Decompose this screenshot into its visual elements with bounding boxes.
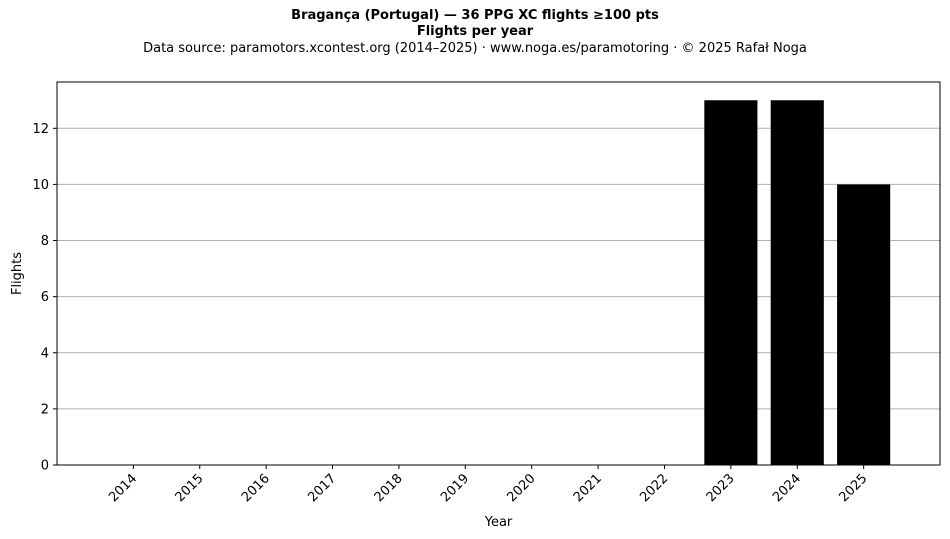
x-tick-label: 2023 [704,471,738,505]
y-tick-label: 0 [41,459,49,474]
y-tick-label: 10 [32,178,49,193]
x-tick-label: 2018 [372,471,406,505]
x-axis: 2014 2015 2016 2017 2018 2019 2020 2021 2022 2023… [106,465,870,505]
x-tick-label: 2025 [836,471,870,505]
y-tick-label: 4 [41,346,49,361]
x-tick-label: 2015 [173,471,207,505]
bar-2024 [770,100,824,465]
bars [704,100,891,465]
chart-title: Bragança (Portugal) — 36 PPG XC flights … [291,8,659,23]
chart-titles: Bragança (Portugal) — 36 PPG XC flights … [0,8,950,58]
x-tick-label: 2020 [505,471,539,505]
y-tick-label: 12 [32,122,49,137]
bar-2023 [704,100,758,465]
x-axis-label: Year [484,515,513,530]
x-tick-label: 2017 [305,471,339,505]
x-tick-label: 2022 [637,471,671,505]
x-tick-label: 2021 [571,471,605,505]
chart-subtitle: Flights per year [416,24,534,39]
x-tick-label: 2016 [239,471,273,505]
x-tick-label: 2019 [438,471,472,505]
y-tick-label: 6 [41,290,49,305]
y-tick-label: 8 [41,234,49,249]
y-axis-label: Flights [10,252,25,295]
x-tick-label: 2014 [106,471,140,505]
bar-2025 [837,184,891,465]
x-tick-label: 2024 [770,471,804,505]
y-tick-label: 2 [41,402,49,417]
y-axis: 0 2 4 6 8 10 12 [32,122,57,474]
plot-frame [56,81,941,466]
data-source-note: Data source: paramotors.xcontest.org (20… [143,41,807,56]
